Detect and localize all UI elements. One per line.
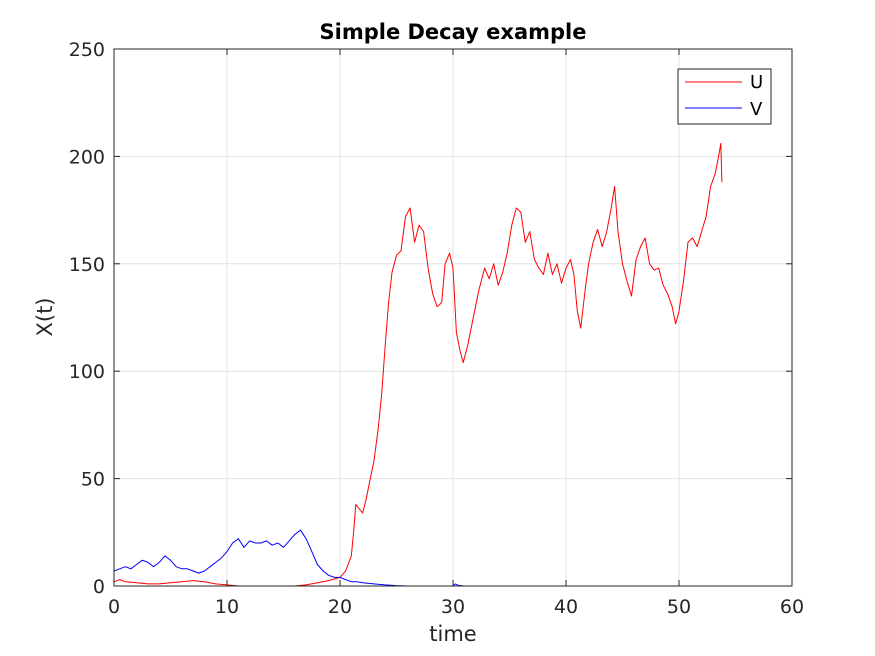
y-tick-label: 150: [69, 254, 105, 276]
y-tick-label: 250: [69, 39, 105, 61]
x-tick-label: 10: [215, 596, 239, 618]
series-line-u: [113, 143, 723, 587]
legend-box: [677, 68, 772, 125]
x-tick-label: 40: [554, 596, 578, 618]
legend-label-v: V: [750, 99, 763, 120]
x-tick-label: 50: [667, 596, 691, 618]
y-axis-ticks: 0 50 100 150 200 250: [69, 39, 792, 598]
legend-label-u: U: [750, 72, 763, 93]
x-tick-label: 0: [108, 596, 120, 618]
x-tick-label: 60: [780, 596, 804, 618]
x-tick-label: 20: [328, 596, 352, 618]
y-tick-label: 200: [69, 146, 105, 168]
y-tick-label: 0: [93, 576, 105, 598]
grid-lines: [114, 49, 792, 586]
chart-title: Simple Decay example: [320, 20, 587, 44]
x-axis-label: time: [429, 622, 476, 646]
y-tick-label: 100: [69, 361, 105, 383]
x-axis-ticks: 0 10 20 30 40 50 60: [108, 49, 804, 618]
legend: U V: [677, 68, 772, 125]
series-line-v: [113, 529, 722, 587]
series-group: [113, 143, 723, 587]
y-axis-label: X(t): [33, 297, 57, 336]
y-tick-label: 50: [81, 469, 105, 491]
x-tick-label: 30: [441, 596, 465, 618]
